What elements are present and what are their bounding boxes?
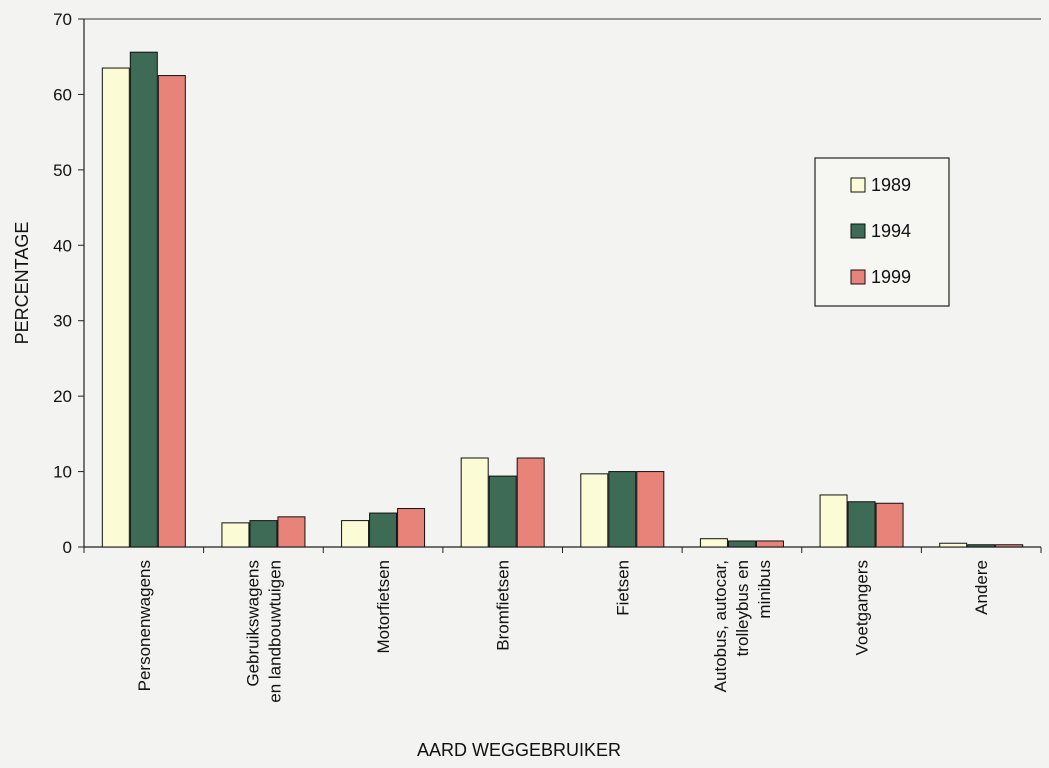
x-category-label-line: Motorfietsen [374,560,393,654]
y-tick-label: 10 [53,463,72,482]
bar [157,75,186,548]
x-category-label: Fietsen [613,560,632,616]
x-category-label-line: Voetgangers [853,560,872,655]
y-tick-label: 60 [53,85,72,104]
legend-label: 1999 [871,267,911,287]
legend-label: 1994 [871,221,911,241]
y-tick-label: 20 [53,387,72,406]
legend-swatch [850,269,866,285]
x-category-label-line: Andere [972,560,991,615]
y-tick-label: 70 [53,10,72,29]
bar [397,508,426,548]
bar [875,502,904,548]
y-tick-label: 40 [53,236,72,255]
y-tick-label: 30 [53,312,72,331]
x-category-label-line: minibus [755,560,774,619]
x-category-label-line: Fietsen [613,560,632,616]
y-axis-title: PERCENTAGE [12,222,32,345]
bar [699,538,728,548]
bar [277,516,306,548]
x-category-label: Andere [972,560,991,615]
bar [516,457,545,548]
bar [847,501,876,548]
bar [727,540,756,548]
x-axis-title: AARD WEGGEBRUIKER [417,740,621,760]
bar [636,471,665,548]
legend-swatch [850,223,866,239]
bar [755,540,784,548]
x-category-label-line: en landbouwtuigen [265,560,284,703]
x-category-label: Gebruikswagens en landbouwtuigen [243,560,284,703]
bar [129,51,158,548]
bar [369,512,398,548]
x-category-label-line: Autobus, autocar, [711,560,730,692]
x-category-label: Voetgangers [853,560,872,655]
bar [341,520,370,548]
bar [488,475,517,548]
x-category-label-line: trolleybus en [733,560,752,656]
bar [967,544,996,548]
y-tick-label: 50 [53,161,72,180]
legend-box [814,157,950,307]
x-category-label-line: Personenwagens [135,560,154,691]
legend-label: 1989 [871,175,911,195]
bar [580,473,609,548]
x-category-label: Bromfietsen [494,560,513,651]
bar [249,520,278,548]
bar [995,544,1024,548]
bar [101,67,130,548]
x-category-label-line: Gebruikswagens [243,560,262,687]
x-category-label-line: Bromfietsen [494,560,513,651]
bar [939,542,968,548]
bar [460,457,489,548]
legend-swatch [850,177,866,193]
bar [221,522,250,548]
y-tick-label: 0 [63,538,72,557]
bar [819,494,848,548]
x-category-label: Motorfietsen [374,560,393,654]
x-category-label: Personenwagens [135,560,154,691]
x-category-label: Autobus, autocar, trolleybus en minibus [711,560,774,692]
bar [608,471,637,548]
